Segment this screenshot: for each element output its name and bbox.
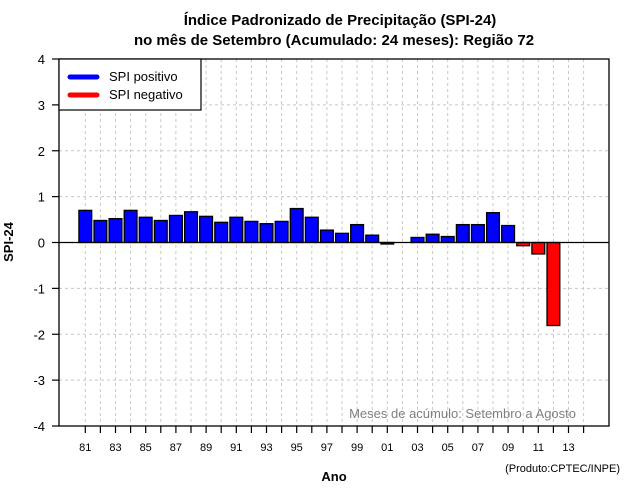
x-tick-label: 99 [351, 442, 363, 454]
grid [59, 59, 609, 426]
bar-1982 [93, 219, 108, 244]
y-axis: -4 -3 -2 -1 0 1 2 3 4 [33, 52, 59, 434]
x-tick-label: 83 [109, 442, 121, 454]
y-tick-label: 2 [38, 144, 45, 159]
bar-1997 [319, 229, 334, 244]
x-tick-label: 93 [260, 442, 272, 454]
bar-2005 [440, 235, 455, 244]
x-tick-label: 09 [502, 442, 514, 454]
x-tick-label: 11 [533, 442, 544, 454]
y-tick-label: -4 [33, 419, 45, 434]
x-tick-label: 81 [79, 442, 91, 454]
bar-1990 [214, 221, 229, 244]
bar-1988 [183, 211, 199, 244]
x-tick-label: 87 [170, 442, 182, 454]
y-tick-label: -3 [33, 373, 45, 388]
y-tick-label: 1 [38, 190, 45, 205]
bar-1983 [108, 217, 123, 244]
x-tick-label: 95 [291, 442, 303, 454]
bar-1996 [304, 216, 319, 244]
y-tick-label: -1 [33, 281, 45, 296]
bar-2000 [365, 234, 380, 244]
x-tick-label: 07 [472, 442, 484, 454]
x-tick-label: 13 [562, 442, 574, 454]
x-axis: 81 83 85 87 89 91 93 95 97 99 01 03 05 07 09 11 13 [79, 426, 585, 454]
bar-1992 [244, 220, 259, 244]
y-axis-label: SPI-24 [1, 221, 16, 262]
bar-1991 [229, 216, 244, 244]
bar-1993 [259, 223, 274, 244]
bar-1994 [274, 220, 289, 244]
x-axis-label: Ano [321, 469, 346, 484]
bar-1985 [138, 216, 153, 244]
y-tick-label: 0 [38, 236, 45, 251]
x-tick-label: 05 [442, 442, 454, 454]
chart-title: Índice Padronizado de Precipitação (SPI-… [184, 12, 497, 29]
legend-label-positive: SPI positivo [109, 69, 178, 84]
y-tick-label: -2 [33, 327, 45, 342]
bar-1986 [153, 219, 168, 244]
x-tick-label: 91 [230, 442, 242, 454]
bar-2004 [425, 233, 440, 244]
bar-2008 [485, 212, 501, 244]
bar-1981 [78, 209, 93, 244]
bar-2006 [455, 223, 470, 244]
x-tick-label: 89 [200, 442, 212, 454]
bar-1984 [123, 209, 138, 244]
bar-1998 [334, 232, 350, 244]
bar-1999 [350, 223, 365, 244]
bar-2003 [410, 236, 425, 244]
chart-subtitle: no mês de Setembro (Acumulado: 24 meses)… [134, 32, 534, 49]
bar-1989 [199, 215, 214, 244]
bar-1987 [168, 214, 183, 244]
legend-box [58, 58, 202, 111]
y-tick-label: 3 [38, 98, 45, 113]
bar-2009 [501, 224, 516, 244]
x-tick-label: 01 [381, 442, 393, 454]
bar-2011 [531, 241, 546, 255]
legend-label-negative: SPI negativo [109, 87, 183, 102]
product-credit: (Produto:CPTEC/INPE) [505, 463, 620, 475]
bar-1995 [289, 207, 304, 244]
bar-2007 [470, 223, 485, 244]
bar-2012 [546, 241, 561, 327]
accumulation-annotation: Meses de acúmulo: Setembro a Agosto [349, 406, 576, 421]
legend: SPI positivo SPI negativo [58, 58, 202, 111]
x-tick-label: 03 [411, 442, 423, 454]
x-tick-label: 85 [140, 442, 152, 454]
bars [78, 207, 561, 327]
x-tick-label: 97 [321, 442, 333, 454]
y-tick-label: 4 [38, 52, 45, 67]
